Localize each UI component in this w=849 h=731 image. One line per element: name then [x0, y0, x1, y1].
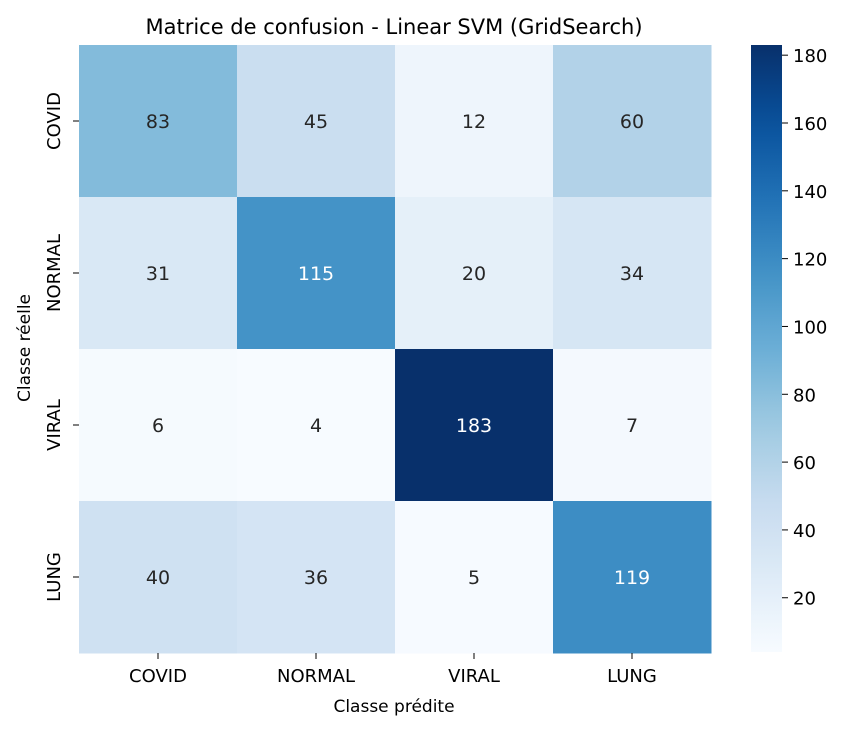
colorbar-tick-label: 160	[793, 114, 827, 135]
heatmap-cell	[553, 45, 712, 198]
x-axis-label: Classe prédite	[333, 697, 454, 717]
cell-value-label: 83	[146, 111, 170, 133]
colorbar-tick-label: 20	[793, 589, 816, 610]
cell-value-label: 60	[620, 111, 644, 133]
heatmap-cell	[79, 197, 238, 350]
cell-value-label: 183	[456, 415, 492, 437]
colorbar-tick-label: 80	[793, 385, 816, 406]
heatmap-cell	[237, 501, 396, 654]
heatmap-cell	[395, 45, 554, 198]
cell-value-label: 7	[626, 415, 638, 437]
colorbar-tick-label: 180	[793, 46, 827, 67]
heatmap-cell	[553, 501, 712, 654]
colorbar-tick-label: 120	[793, 250, 827, 271]
colorbar-tick-label: 140	[793, 182, 827, 203]
x-tick-label: NORMAL	[277, 666, 355, 687]
cell-value-label: 31	[146, 263, 170, 285]
x-tick-label: VIRAL	[448, 666, 500, 687]
colorbar	[751, 45, 782, 652]
heatmap-cell	[395, 349, 554, 502]
y-tick-label: COVID	[44, 92, 65, 150]
y-axis-ticks: COVID NORMAL VIRAL LUNG	[44, 92, 79, 602]
cell-value-label: 5	[468, 567, 480, 589]
cell-value-label: 6	[152, 415, 164, 437]
chart-title: Matrice de confusion - Linear SVM (GridS…	[145, 15, 642, 39]
y-tick-label: VIRAL	[44, 399, 65, 451]
heatmap-cell	[237, 349, 396, 502]
heatmap-cell	[79, 45, 238, 198]
heatmap-cell	[79, 349, 238, 502]
heatmap-cell	[395, 501, 554, 654]
heatmap-cell	[395, 197, 554, 350]
y-tick-label: NORMAL	[44, 234, 65, 312]
cell-value-label: 40	[146, 567, 170, 589]
colorbar-tick-label: 100	[793, 317, 827, 338]
heatmap-cell	[237, 197, 396, 350]
y-tick-label: LUNG	[44, 552, 65, 602]
cell-value-label: 4	[310, 415, 322, 437]
heatmap-cell	[553, 349, 712, 502]
colorbar-tick-label: 40	[793, 521, 816, 542]
x-axis-ticks: COVID NORMAL VIRAL LUNG	[129, 653, 657, 687]
cell-value-label: 115	[298, 263, 334, 285]
cell-value-label: 12	[462, 111, 486, 133]
heatmap-cell	[79, 501, 238, 654]
cell-value-label: 119	[614, 567, 650, 589]
colorbar-tick-label: 60	[793, 453, 816, 474]
x-tick-label: COVID	[129, 666, 187, 687]
cell-value-label: 20	[462, 263, 486, 285]
colorbar-ticks: 20 40 60 80 100 120 140 160 180	[782, 46, 827, 610]
heatmap-cell	[553, 197, 712, 350]
cell-value-label: 34	[620, 263, 644, 285]
x-tick-label: LUNG	[607, 666, 657, 687]
heatmap-cell	[237, 45, 396, 198]
heatmap-cells	[79, 45, 712, 654]
y-axis-label: Classe réelle	[15, 294, 35, 402]
cell-value-label: 45	[304, 111, 328, 133]
heatmap-cell-labels: 83 45 12 60 31 115 20 34 6 4 183 7 40 36 5 119	[146, 111, 650, 589]
cell-value-label: 36	[304, 567, 328, 589]
